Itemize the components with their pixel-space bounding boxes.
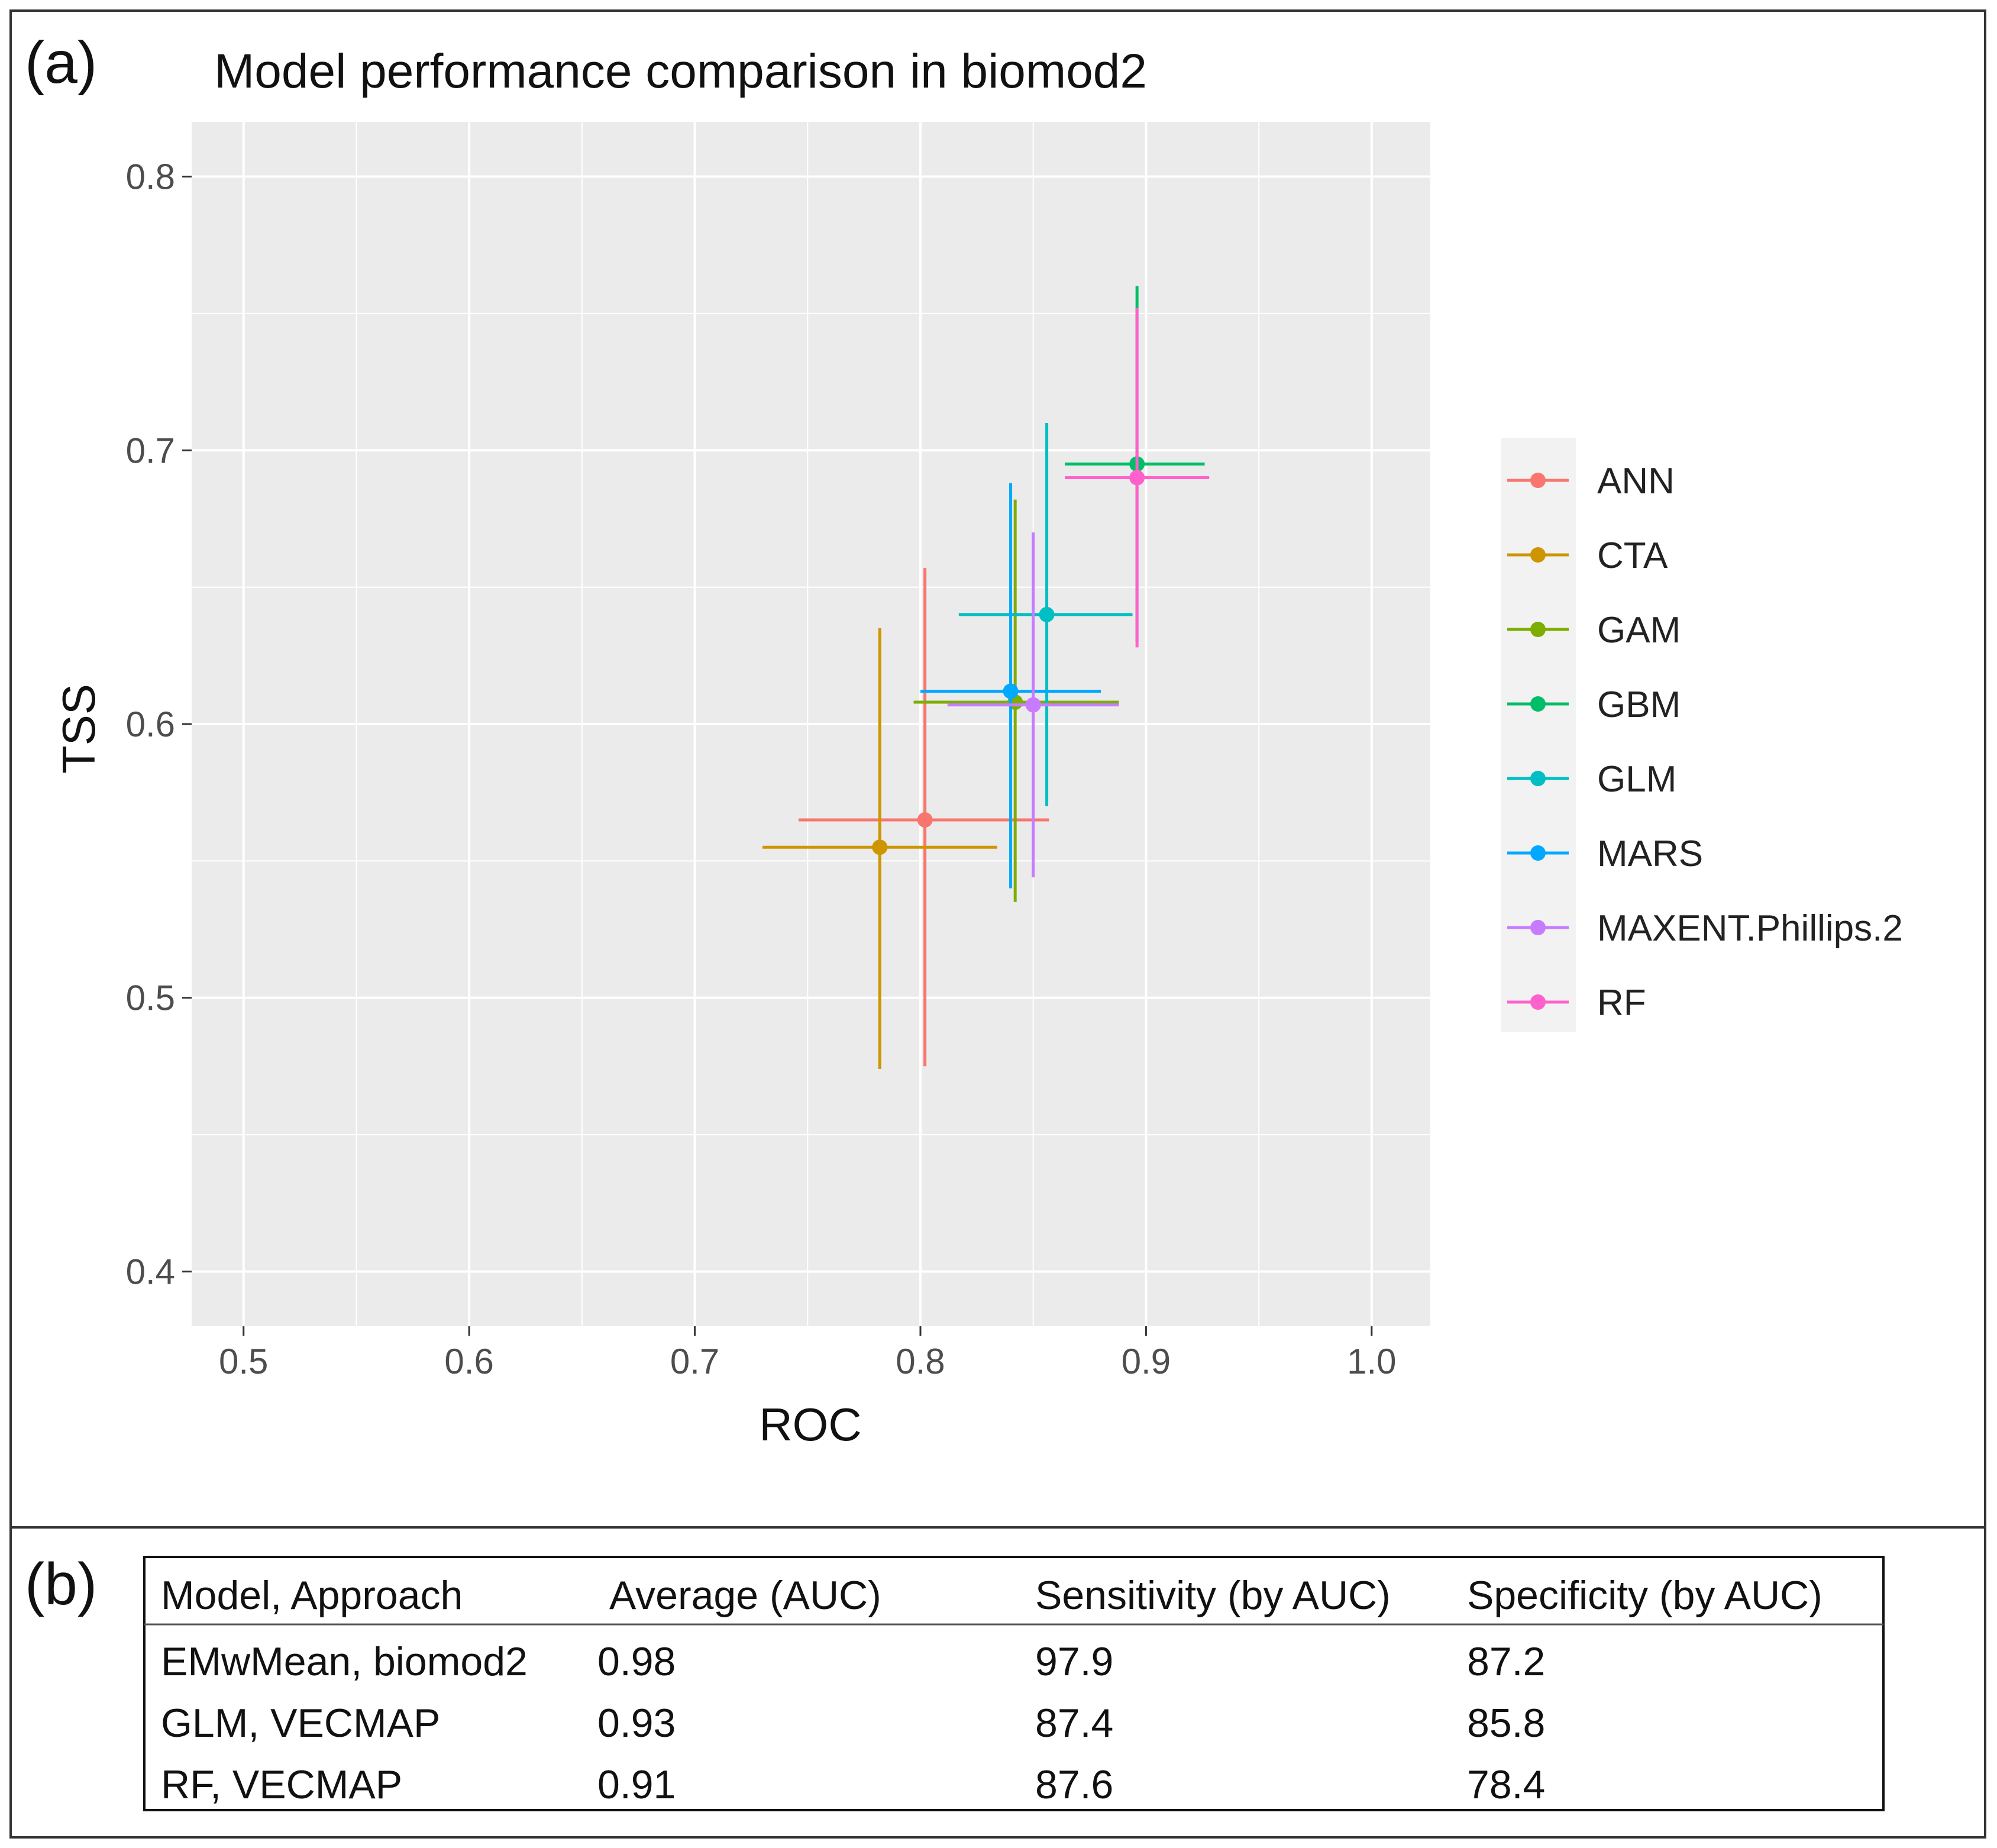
panel-b-label: (b) [25, 1551, 97, 1617]
legend-key-point [1530, 845, 1546, 861]
legend: ANN CTA GAM GBM GLM MARS MAXENT.Phillips.2 RF [1507, 461, 1903, 1023]
legend-label: RF [1597, 983, 1646, 1023]
table-cell: 0.98 [597, 1639, 676, 1684]
series-rf [1065, 308, 1210, 648]
grid-lines [192, 122, 1430, 1326]
legend-box [1501, 438, 1576, 1032]
table-cell: 87.4 [1035, 1701, 1113, 1746]
results-table [143, 1556, 1885, 1811]
series-maxent-phillips-2 [947, 532, 1119, 878]
legend-key-point [1530, 920, 1546, 935]
legend-key-point [1530, 622, 1546, 637]
legend-label: ANN [1597, 461, 1675, 502]
legend-key-point [1530, 547, 1546, 563]
table-cell: 0.91 [597, 1762, 676, 1807]
series-glm [958, 423, 1133, 806]
data-point [1025, 697, 1041, 713]
x-tick-label: 1.0 [1347, 1342, 1396, 1381]
y-tick-label: 0.8 [126, 157, 175, 197]
table-cell: GLM, VECMAP [161, 1701, 440, 1746]
legend-key-point [1530, 473, 1546, 488]
table-cell: 87.2 [1467, 1639, 1545, 1684]
series-mars [920, 483, 1101, 889]
legend-label: GLM [1597, 759, 1676, 800]
x-tick-label: 0.9 [1122, 1342, 1171, 1381]
data-point [1003, 683, 1019, 699]
panel-a-label: (a) [25, 30, 97, 96]
table-header-cell: Model, Approach [161, 1573, 463, 1618]
legend-label: GBM [1597, 684, 1681, 725]
table-cell: EMwMean, biomod2 [161, 1639, 528, 1684]
y-axis-label: TSS [53, 684, 105, 774]
table-cell: 0.93 [597, 1701, 676, 1746]
table-header-cell: Sensitivity (by AUC) [1035, 1573, 1391, 1618]
x-tick-label: 0.7 [670, 1342, 719, 1381]
table-cell: RF, VECMAP [161, 1762, 402, 1807]
legend-key-point [1530, 771, 1546, 786]
table-body: Model, Approach Average (AUC) Sensitivity … [161, 1573, 1822, 1807]
x-tick-label: 0.5 [219, 1342, 268, 1381]
table-header-cell: Average (AUC) [609, 1573, 881, 1618]
table-cell: 87.6 [1035, 1762, 1113, 1807]
y-tick-label: 0.5 [126, 978, 175, 1018]
y-tick-label: 0.7 [126, 431, 175, 470]
series-ann [799, 568, 1049, 1067]
data-points [762, 286, 1210, 1070]
table-cell: 78.4 [1467, 1762, 1545, 1807]
legend-label: MAXENT.Phillips.2 [1597, 908, 1903, 949]
legend-label: CTA [1597, 535, 1668, 576]
data-point [1039, 606, 1055, 622]
x-axis-label: ROC [759, 1398, 861, 1450]
legend-key-point [1530, 994, 1546, 1010]
x-tick-label: 0.8 [896, 1342, 945, 1381]
legend-key-point [1530, 696, 1546, 712]
table-cell: 97.9 [1035, 1639, 1113, 1684]
y-tick-label: 0.4 [126, 1252, 175, 1291]
chart-title: Model performance comparison in biomod2 [214, 44, 1147, 98]
x-tick-label: 0.6 [444, 1342, 493, 1381]
table-cell: 85.8 [1467, 1701, 1545, 1746]
legend-label: MARS [1597, 833, 1703, 874]
data-point [1129, 470, 1145, 486]
table-header-cell: Specificity (by AUC) [1467, 1573, 1822, 1618]
series-cta [762, 628, 997, 1070]
y-tick-label: 0.6 [126, 705, 175, 744]
data-point [917, 812, 933, 828]
data-point [872, 839, 888, 855]
legend-label: GAM [1597, 610, 1681, 651]
axis-ticks: 0.5 0.6 0.7 0.8 0.9 1.0 0.4 0.5 0.6 0.7 0.8 [126, 157, 1397, 1381]
